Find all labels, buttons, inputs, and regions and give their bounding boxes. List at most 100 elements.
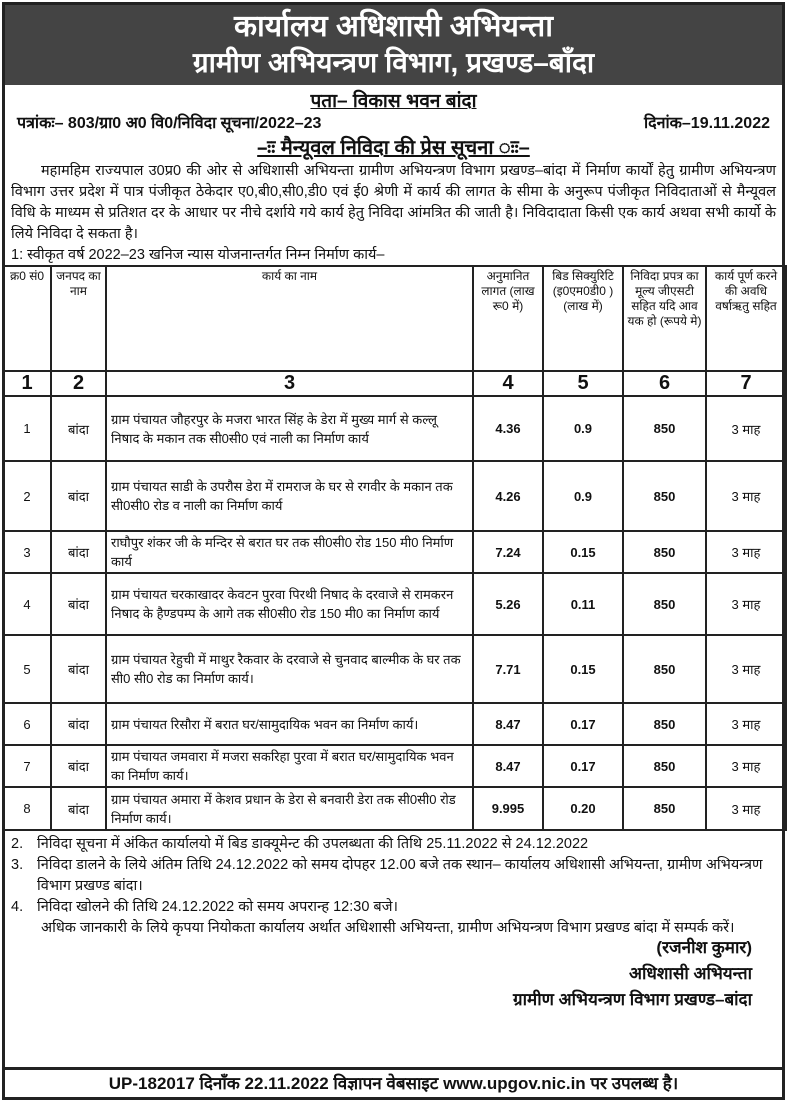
cell-duration: 3 माह bbox=[705, 530, 787, 574]
cell-form-price: 850 bbox=[622, 786, 707, 831]
cell-work-name: ग्राम पंचायत साडी के उपरौस डेरा में रामर… bbox=[105, 460, 474, 532]
note-number: 4. bbox=[11, 899, 24, 915]
note-4: 4. निविदा खोलने की तिथि 24.12.2022 को समय… bbox=[11, 897, 776, 918]
cell-form-price: 850 bbox=[622, 572, 707, 636]
cell-district: बांदा bbox=[50, 744, 107, 788]
header-work-name: कार्य का नाम bbox=[105, 265, 474, 372]
header-serial: क्र0 सं0 bbox=[2, 265, 52, 372]
table-header-row: क्र0 सं0 जनपद का नाम कार्य का नाम अनुमान… bbox=[2, 265, 787, 372]
cell-district: बांदा bbox=[50, 530, 107, 574]
cell-work-name: ग्राम पंचायत जमवारा में मजरा सकरिहा पुरव… bbox=[105, 744, 474, 788]
cell-work-name: ग्राम पंचायत रिसौरा में बरात घर/सामुदायि… bbox=[105, 702, 474, 746]
header-form-price: निविदा प्रपत्र का मूल्य जीएसटी सहित यदि … bbox=[622, 265, 707, 372]
reference-line: पत्रांकः– 803/ग्रा0 अ0 वि0/निविदा सूचना/… bbox=[5, 113, 782, 135]
signature-block: (रजनीश कुमार) अधिशासी अभियन्ता ग्रामीण अ… bbox=[5, 935, 782, 1013]
table-row: 3 बांदा राघौपुर शंकर जी के मन्दिर से बरात … bbox=[2, 530, 787, 574]
cell-work-name: ग्राम पंचायत जौहरपुर के मजरा भारत सिंह क… bbox=[105, 395, 474, 462]
reference-number: पत्रांकः– 803/ग्रा0 अ0 वि0/निविदा सूचना/… bbox=[17, 115, 322, 132]
cell-work-name: राघौपुर शंकर जी के मन्दिर से बरात घर तक … bbox=[105, 530, 474, 574]
cell-estimated-cost: 7.24 bbox=[472, 530, 544, 574]
item-1-heading: 1: स्वीकृत वर्ष 2022–23 खनिज न्यास योजना… bbox=[11, 247, 385, 263]
cell-estimated-cost: 7.71 bbox=[472, 634, 544, 704]
table-row: 7 बांदा ग्राम पंचायत जमवारा में मजरा सकरिह… bbox=[2, 744, 787, 788]
cell-bid-security: 0.17 bbox=[542, 744, 624, 788]
signatory-designation: अधिशासी अभियन्ता bbox=[629, 964, 752, 983]
header-banner: कार्यालय अधिशासी अभियन्ता ग्रामीण अभियन्… bbox=[5, 5, 782, 85]
cell-duration: 3 माह bbox=[705, 786, 787, 831]
cell-work-name: ग्राम पंचायत अमारा में केशव प्रधान के डे… bbox=[105, 786, 474, 831]
cell-district: बांदा bbox=[50, 634, 107, 704]
cell-serial: 3 bbox=[2, 530, 52, 574]
cell-estimated-cost: 9.995 bbox=[472, 786, 544, 831]
cell-duration: 3 माह bbox=[705, 572, 787, 636]
cell-form-price: 850 bbox=[622, 530, 707, 574]
note-number: 2. bbox=[11, 836, 24, 852]
header-duration: कार्य पूर्ण करने की अवधि वर्षाऋतु सहित bbox=[705, 265, 787, 372]
table-row: 1 बांदा ग्राम पंचायत जौहरपुर के मजरा भारत … bbox=[2, 395, 787, 462]
cell-district: बांदा bbox=[50, 395, 107, 462]
col-number: 4 bbox=[472, 370, 544, 397]
cell-estimated-cost: 8.47 bbox=[472, 702, 544, 746]
note-3: 3. निविदा डालने के लिये अंतिम तिथि 24.12.… bbox=[11, 855, 776, 897]
cell-bid-security: 0.9 bbox=[542, 460, 624, 532]
cell-duration: 3 माह bbox=[705, 744, 787, 788]
cell-district: बांदा bbox=[50, 702, 107, 746]
cell-serial: 2 bbox=[2, 460, 52, 532]
header-bid-security: बिड सिक्युरिटि (इ0एम0डी0 ) (लाख में) bbox=[542, 265, 624, 372]
note-2: 2. निविदा सूचना में अंकित कार्यालयो में ब… bbox=[11, 834, 776, 855]
office-title: कार्यालय अधिशासी अभियन्ता bbox=[233, 10, 554, 43]
note-text: निविदा खोलने की तिथि 24.12.2022 को समय अ… bbox=[37, 899, 398, 915]
header-estimated-cost: अनुमानित लागत (लाख रू0 में) bbox=[472, 265, 544, 372]
cell-work-name: ग्राम पंचायत रेहुची में माथुर रैकवार के … bbox=[105, 634, 474, 704]
signatory-office: ग्रामीण अभियन्त्रण विभाग प्रखण्ड–बांदा bbox=[513, 990, 752, 1009]
cell-work-name: ग्राम पंचायत चरकाखादर केवटन पुरवा पिरथी … bbox=[105, 572, 474, 636]
header-district: जनपद का नाम bbox=[50, 265, 107, 372]
intro-paragraph: महामहिम राज्यपाल उ0प्र0 की ओर से अधिशासी… bbox=[11, 163, 776, 242]
cell-estimated-cost: 5.26 bbox=[472, 572, 544, 636]
cell-estimated-cost: 8.47 bbox=[472, 744, 544, 788]
cell-serial: 5 bbox=[2, 634, 52, 704]
cell-estimated-cost: 4.26 bbox=[472, 460, 544, 532]
col-number: 1 bbox=[2, 370, 52, 397]
cell-bid-security: 0.20 bbox=[542, 786, 624, 831]
table-row: 6 बांदा ग्राम पंचायत रिसौरा में बरात घर/सा… bbox=[2, 702, 787, 746]
cell-serial: 7 bbox=[2, 744, 52, 788]
notice-title: –ःः मैन्यूवल निविदा की प्रेस सूचना ःः– bbox=[257, 137, 530, 159]
department-title: ग्रामीण अभियन्त्रण विभाग, प्रखण्ड–बाँदा bbox=[192, 47, 595, 78]
cell-duration: 3 माह bbox=[705, 634, 787, 704]
notes: 2. निविदा सूचना में अंकित कार्यालयो में ब… bbox=[5, 831, 782, 939]
cell-duration: 3 माह bbox=[705, 460, 787, 532]
cell-bid-security: 0.15 bbox=[542, 530, 624, 574]
col-number: 7 bbox=[705, 370, 787, 397]
table-row: 5 बांदा ग्राम पंचायत रेहुची में माथुर रैकव… bbox=[2, 634, 787, 704]
contact-info: अधिक जानकारी के लिये कृपया नियोकता कार्य… bbox=[41, 920, 735, 936]
note-text: निविदा सूचना में अंकित कार्यालयो में बिड… bbox=[37, 836, 589, 852]
table-row: 4 बांदा ग्राम पंचायत चरकाखादर केवटन पुरवा … bbox=[2, 572, 787, 636]
cell-district: बांदा bbox=[50, 572, 107, 636]
cell-bid-security: 0.17 bbox=[542, 702, 624, 746]
note-number: 3. bbox=[11, 857, 24, 873]
col-number: 5 bbox=[542, 370, 624, 397]
cell-form-price: 850 bbox=[622, 634, 707, 704]
cell-bid-security: 0.9 bbox=[542, 395, 624, 462]
works-table: क्र0 सं0 जनपद का नाम कार्य का नाम अनुमान… bbox=[2, 265, 787, 831]
footer-ad-info: UP-182017 दिनाँक 22.11.2022 विज्ञापन वेब… bbox=[5, 1067, 782, 1097]
cell-district: बांदा bbox=[50, 460, 107, 532]
column-number-row: 1 2 3 4 5 6 7 bbox=[2, 370, 787, 397]
cell-bid-security: 0.15 bbox=[542, 634, 624, 704]
col-number: 6 bbox=[622, 370, 707, 397]
cell-duration: 3 माह bbox=[705, 395, 787, 462]
cell-form-price: 850 bbox=[622, 395, 707, 462]
cell-serial: 1 bbox=[2, 395, 52, 462]
cell-serial: 4 bbox=[2, 572, 52, 636]
cell-duration: 3 माह bbox=[705, 702, 787, 746]
cell-form-price: 850 bbox=[622, 460, 707, 532]
address: पता– विकास भवन बांदा bbox=[310, 91, 477, 112]
note-text: निविदा डालने के लिये अंतिम तिथि 24.12.20… bbox=[37, 857, 763, 894]
col-number: 2 bbox=[50, 370, 107, 397]
cell-estimated-cost: 4.36 bbox=[472, 395, 544, 462]
col-number: 3 bbox=[105, 370, 474, 397]
cell-form-price: 850 bbox=[622, 702, 707, 746]
cell-bid-security: 0.11 bbox=[542, 572, 624, 636]
